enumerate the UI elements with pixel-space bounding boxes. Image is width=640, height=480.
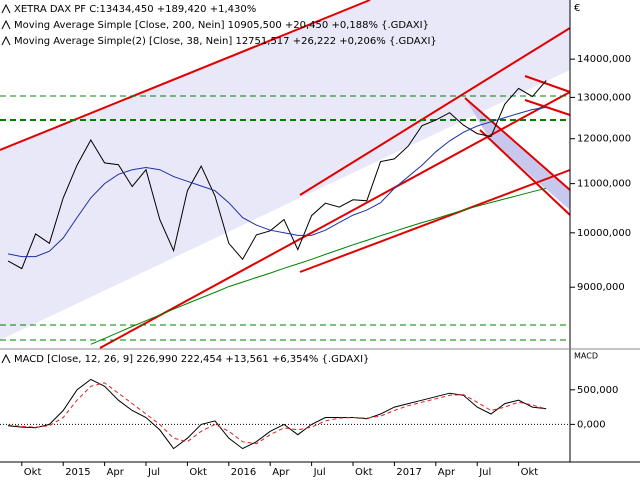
y-tick-label: 10000,000 <box>577 228 631 239</box>
data-line <box>7 106 547 258</box>
trend-line <box>299 27 571 196</box>
y-tick-label: 500,000 <box>577 385 618 396</box>
x-tick-label: Jul <box>147 467 160 478</box>
channel-shade <box>465 98 570 210</box>
trend-line <box>524 99 571 116</box>
x-tick-label: 2017 <box>396 467 421 478</box>
panel-title: MACD [Close, 12, 26, 9] 226,990 222,454 … <box>14 354 369 365</box>
x-tick-label: Jul <box>313 467 326 478</box>
trend-line <box>0 0 371 151</box>
x-tick-label: Okt <box>189 467 207 478</box>
trend-line <box>479 129 571 216</box>
y-tick-label: 0,000 <box>577 419 606 430</box>
y-tick-label: 13000,000 <box>577 92 631 103</box>
data-line <box>7 378 547 450</box>
trend-line <box>524 75 571 93</box>
x-tick-label: Okt <box>24 467 42 478</box>
x-tick-label: Okt <box>355 467 373 478</box>
y-tick-label: 11000,000 <box>577 179 631 190</box>
y-tick-label: 9000,000 <box>577 282 625 293</box>
x-tick-label: Jul <box>478 467 491 478</box>
x-tick-label: 2016 <box>231 467 256 478</box>
legend-entry: XETRA DAX PF C:13434,450 +189,420 +1,430… <box>14 4 256 15</box>
channel-shade <box>0 0 570 340</box>
y-tick-label: 14000,000 <box>577 54 631 65</box>
y-axis-label: € <box>574 3 580 14</box>
data-line <box>7 80 547 270</box>
x-tick-label: Apr <box>272 467 290 478</box>
data-line <box>7 382 547 445</box>
x-tick-label: 2015 <box>65 467 90 478</box>
y-axis-label: MACD <box>574 352 598 361</box>
x-tick-label: Apr <box>438 467 456 478</box>
trend-line <box>299 169 571 273</box>
x-tick-label: Apr <box>107 467 125 478</box>
trend-line <box>464 97 571 191</box>
legend-entry: Moving Average Simple(2) [Close, 38, Nei… <box>14 36 437 47</box>
legend-icon <box>1 3 11 364</box>
x-tick-label: Okt <box>521 467 539 478</box>
data-line <box>90 187 547 345</box>
y-tick-label: 12000,000 <box>577 134 631 145</box>
legend-entry: Moving Average Simple [Close, 200, Nein]… <box>14 20 429 31</box>
